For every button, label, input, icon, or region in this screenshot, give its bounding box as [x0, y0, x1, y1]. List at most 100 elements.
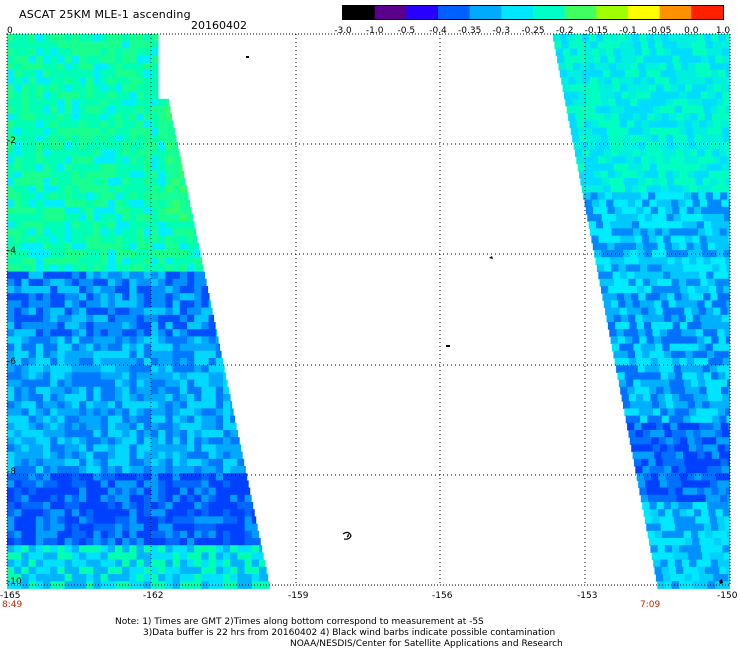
swath-pixel — [223, 386, 230, 395]
swath-pixel — [259, 552, 264, 561]
swath-pixel — [14, 250, 22, 258]
swath-pixel — [580, 178, 589, 186]
swath-pixel — [596, 149, 605, 157]
swath-pixel — [14, 62, 22, 71]
swath-pixel — [79, 458, 87, 467]
swath-pixel — [14, 178, 22, 186]
swath-pixel — [79, 278, 87, 287]
swath-pixel — [57, 487, 66, 496]
swath-pixel — [107, 336, 116, 345]
swath-pixel — [35, 552, 44, 561]
swath-pixel — [57, 34, 66, 42]
swath-pixel — [21, 149, 30, 157]
swath-pixel — [151, 343, 159, 352]
swath-pixel — [686, 127, 694, 136]
swath-pixel — [686, 91, 695, 100]
swath-pixel — [35, 372, 44, 381]
swath-pixel — [79, 48, 87, 57]
swath-pixel — [583, 120, 592, 129]
swath-pixel — [678, 466, 687, 474]
swath-pixel — [86, 322, 94, 330]
swath-pixel — [79, 199, 87, 208]
swath-pixel — [187, 379, 195, 388]
swath-pixel — [7, 156, 15, 165]
swath-pixel — [35, 437, 44, 445]
swath-pixel — [107, 55, 116, 64]
swath-pixel — [7, 250, 15, 258]
swath-pixel — [693, 358, 702, 366]
swath-pixel — [712, 343, 721, 352]
note-line-2: 3)Data buffer is 22 hrs from 20160402 4)… — [143, 628, 556, 638]
swath-pixel — [639, 149, 648, 157]
swath-pixel — [674, 559, 683, 568]
swath-pixel — [596, 34, 604, 42]
swath-pixel — [712, 566, 720, 575]
swath-pixel — [648, 156, 656, 165]
swath-pixel — [588, 221, 597, 229]
swath-pixel — [659, 250, 667, 258]
swath-pixel — [71, 185, 80, 193]
swath-pixel — [57, 170, 66, 179]
swath-pixel — [165, 502, 174, 510]
swath-pixel — [714, 314, 723, 323]
swath-pixel — [57, 120, 66, 129]
swath-pixel — [670, 48, 679, 57]
swath-pixel — [719, 451, 727, 460]
swath-pixel — [650, 91, 659, 100]
swath-pixel — [680, 365, 689, 373]
swath-pixel — [172, 394, 181, 402]
swath-pixel — [640, 41, 649, 49]
swath-pixel — [657, 91, 666, 100]
swath-pixel — [158, 401, 166, 409]
swath-pixel — [35, 264, 44, 273]
swath-pixel — [43, 314, 51, 323]
swath-pixel — [611, 300, 619, 309]
swath-pixel — [14, 149, 22, 157]
swath-pixel — [165, 365, 174, 373]
swath-pixel — [129, 170, 138, 179]
swath-pixel — [86, 242, 94, 251]
swath-pixel — [165, 322, 174, 330]
swath-pixel — [43, 401, 51, 409]
swath-pixel — [612, 192, 620, 201]
swath-pixel — [165, 516, 174, 525]
swath-pixel — [629, 55, 637, 64]
swath-pixel — [663, 386, 672, 395]
swath-pixel — [706, 458, 714, 467]
swath-pixel — [129, 444, 138, 453]
colorbar-label: -0.1 — [619, 26, 637, 36]
swath-pixel — [573, 142, 582, 150]
swath-pixel — [723, 170, 730, 179]
swath-pixel — [670, 538, 679, 546]
swath-pixel — [701, 473, 710, 481]
swath-pixel — [194, 437, 202, 445]
swath-time-right: 7:09 — [640, 600, 661, 610]
swath-pixel — [71, 538, 80, 546]
swath-pixel — [659, 329, 668, 337]
swath-pixel — [698, 379, 706, 388]
swath-pixel — [71, 91, 80, 100]
swath-pixel — [614, 358, 623, 366]
swath-pixel — [223, 437, 231, 445]
swath-pixel — [35, 77, 44, 85]
swath-pixel — [71, 509, 80, 517]
swath-pixel — [151, 480, 159, 489]
swath-pixel — [143, 91, 152, 100]
swath-pixel — [93, 257, 102, 265]
swath-pixel — [595, 257, 604, 265]
swath-pixel — [617, 336, 626, 345]
swath-pixel — [172, 264, 181, 273]
swath-pixel — [122, 113, 130, 121]
swath-pixel — [616, 178, 625, 186]
swath-pixel — [616, 365, 624, 373]
swath-pixel — [129, 538, 138, 546]
swath-pixel — [57, 300, 66, 309]
swath-pixel — [129, 163, 138, 172]
swath-pixel — [21, 228, 30, 237]
swath-pixel — [115, 106, 123, 114]
swath-pixel — [100, 307, 109, 316]
colorbar-segment — [628, 6, 661, 19]
swath-pixel — [656, 84, 664, 93]
swath-pixel — [151, 509, 159, 517]
swath-pixel — [625, 149, 634, 157]
